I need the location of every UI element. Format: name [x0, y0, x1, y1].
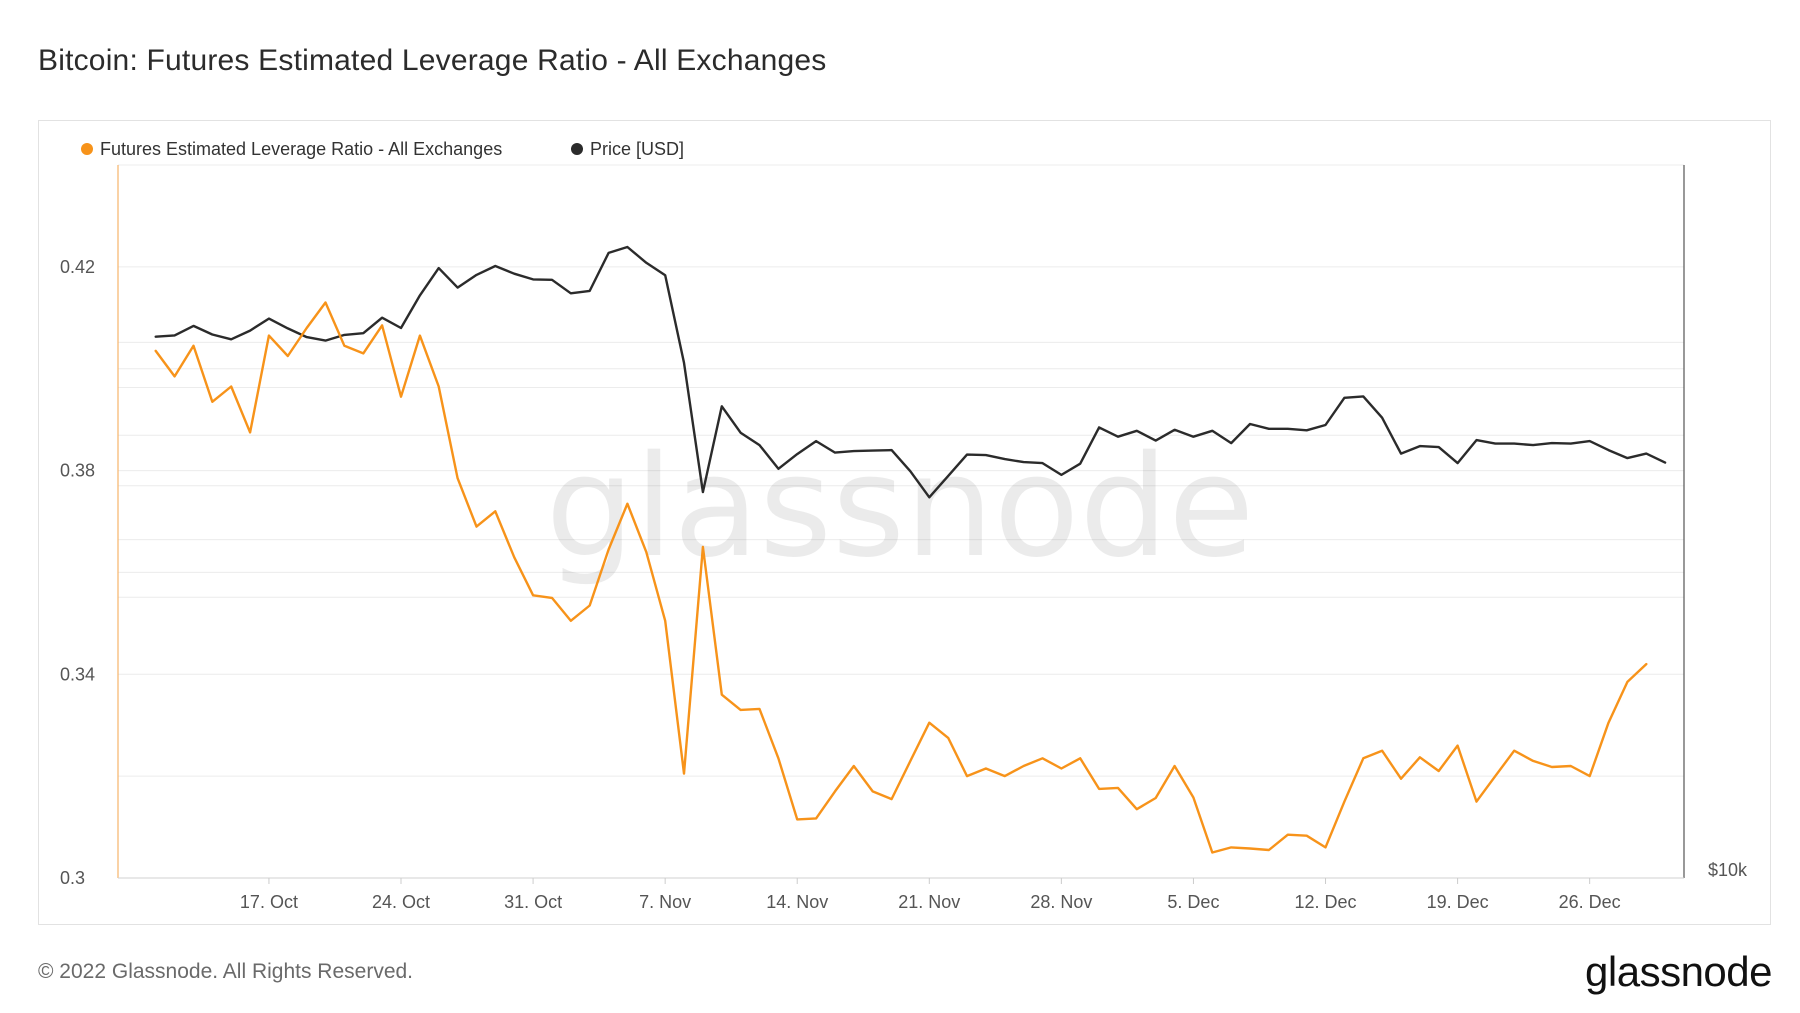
x-tick-label: 14. Nov: [766, 892, 828, 912]
x-tick-label: 17. Oct: [240, 892, 298, 912]
x-tick-label: 28. Nov: [1030, 892, 1092, 912]
y-right-tick-labels: $10k: [1708, 860, 1748, 880]
series-line-leverage[interactable]: [154, 301, 1648, 854]
x-tick-labels: 17. Oct 24. Oct 31. Oct 7. Nov 14. Nov 21. No…: [240, 878, 1621, 912]
chart-title: Bitcoin: Futures Estimated Leverage Rati…: [38, 44, 827, 77]
x-tick-label: 7. Nov: [639, 892, 691, 912]
watermark-text: glassnode: [546, 426, 1255, 589]
glassnode-logo[interactable]: glassnode: [1585, 948, 1772, 995]
series-layer: [154, 245, 1667, 854]
y-left-tick-label: 0.3: [60, 868, 85, 888]
y-left-tick-labels: 0.3 0.34 0.38 0.42: [60, 257, 95, 888]
x-tick-label: 31. Oct: [504, 892, 562, 912]
x-tick-label: 12. Dec: [1294, 892, 1356, 912]
legend-marker-leverage: [81, 143, 93, 155]
y-left-tick-label: 0.38: [60, 461, 95, 481]
y-right-tick-label: $10k: [1708, 860, 1748, 880]
legend-label-price[interactable]: Price [USD]: [590, 139, 684, 159]
chart-frame: [38, 120, 1771, 925]
x-tick-label: 21. Nov: [898, 892, 960, 912]
legend: Futures Estimated Leverage Ratio - All E…: [81, 139, 684, 159]
y-left-tick-label: 0.42: [60, 257, 95, 277]
x-tick-label: 24. Oct: [372, 892, 430, 912]
legend-label-leverage[interactable]: Futures Estimated Leverage Ratio - All E…: [100, 139, 502, 159]
series-line-price[interactable]: [154, 245, 1667, 499]
copyright-text: © 2022 Glassnode. All Rights Reserved.: [38, 960, 414, 983]
x-tick-label: 26. Dec: [1559, 892, 1621, 912]
y-left-tick-label: 0.34: [60, 664, 95, 684]
x-tick-label: 5. Dec: [1167, 892, 1219, 912]
grid-lines: [118, 164, 1684, 777]
legend-marker-price: [571, 143, 583, 155]
x-tick-label: 19. Dec: [1427, 892, 1489, 912]
